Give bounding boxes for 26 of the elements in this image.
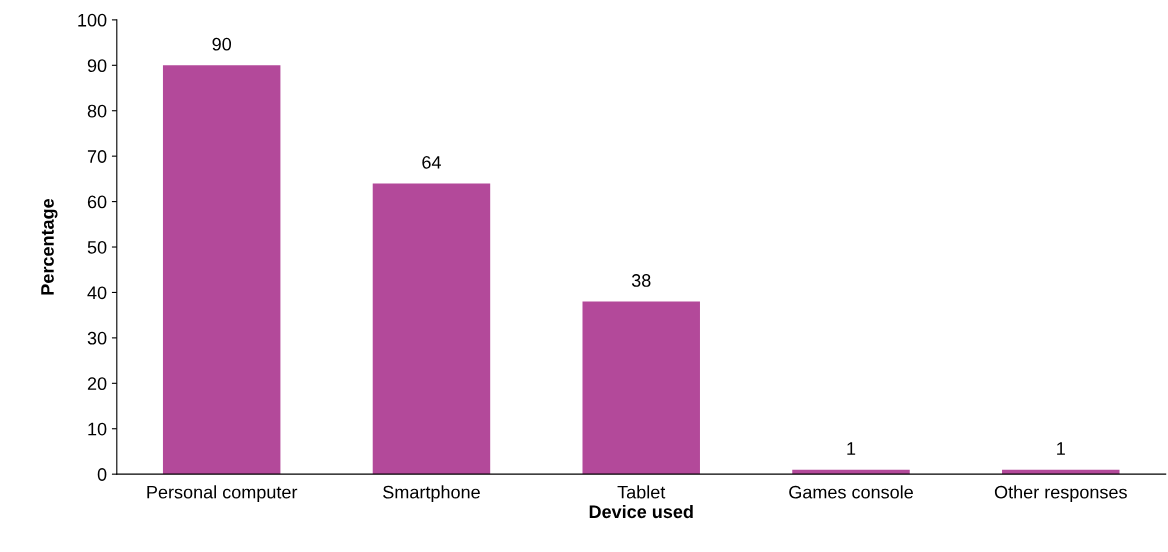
y-tick-label: 60 [87, 195, 107, 209]
bar [372, 183, 491, 475]
bar [582, 301, 700, 475]
y-tick-label: 100 [78, 13, 107, 27]
data-label: 1 [1057, 442, 1065, 455]
y-tick-label: 80 [87, 104, 107, 118]
y-tick-label: 70 [87, 150, 107, 163]
x-tick-label: Games console [789, 485, 913, 499]
y-axis-title: Percentage [41, 198, 58, 295]
data-label: 38 [631, 274, 651, 287]
x-axis-title: Device used [589, 504, 693, 519]
y-tick-label: 20 [87, 377, 107, 391]
y-tick-label: 0 [97, 468, 107, 481]
x-tick-label: Tablet [617, 485, 666, 499]
y-tick-label: 10 [88, 422, 107, 436]
y-tick-label: 30 [87, 331, 107, 345]
data-label: 90 [212, 37, 232, 51]
y-tick-label: 90 [87, 59, 107, 73]
x-tick-label: Other responses [994, 485, 1127, 503]
data-label: 64 [422, 155, 441, 169]
bar [162, 65, 281, 475]
x-tick-label: Smartphone [383, 485, 480, 503]
y-tick-label: 50 [87, 240, 107, 254]
y-tick-label: 40 [87, 286, 107, 300]
x-tick-label: Personal computer [147, 485, 298, 503]
data-label: 1 [847, 442, 856, 455]
